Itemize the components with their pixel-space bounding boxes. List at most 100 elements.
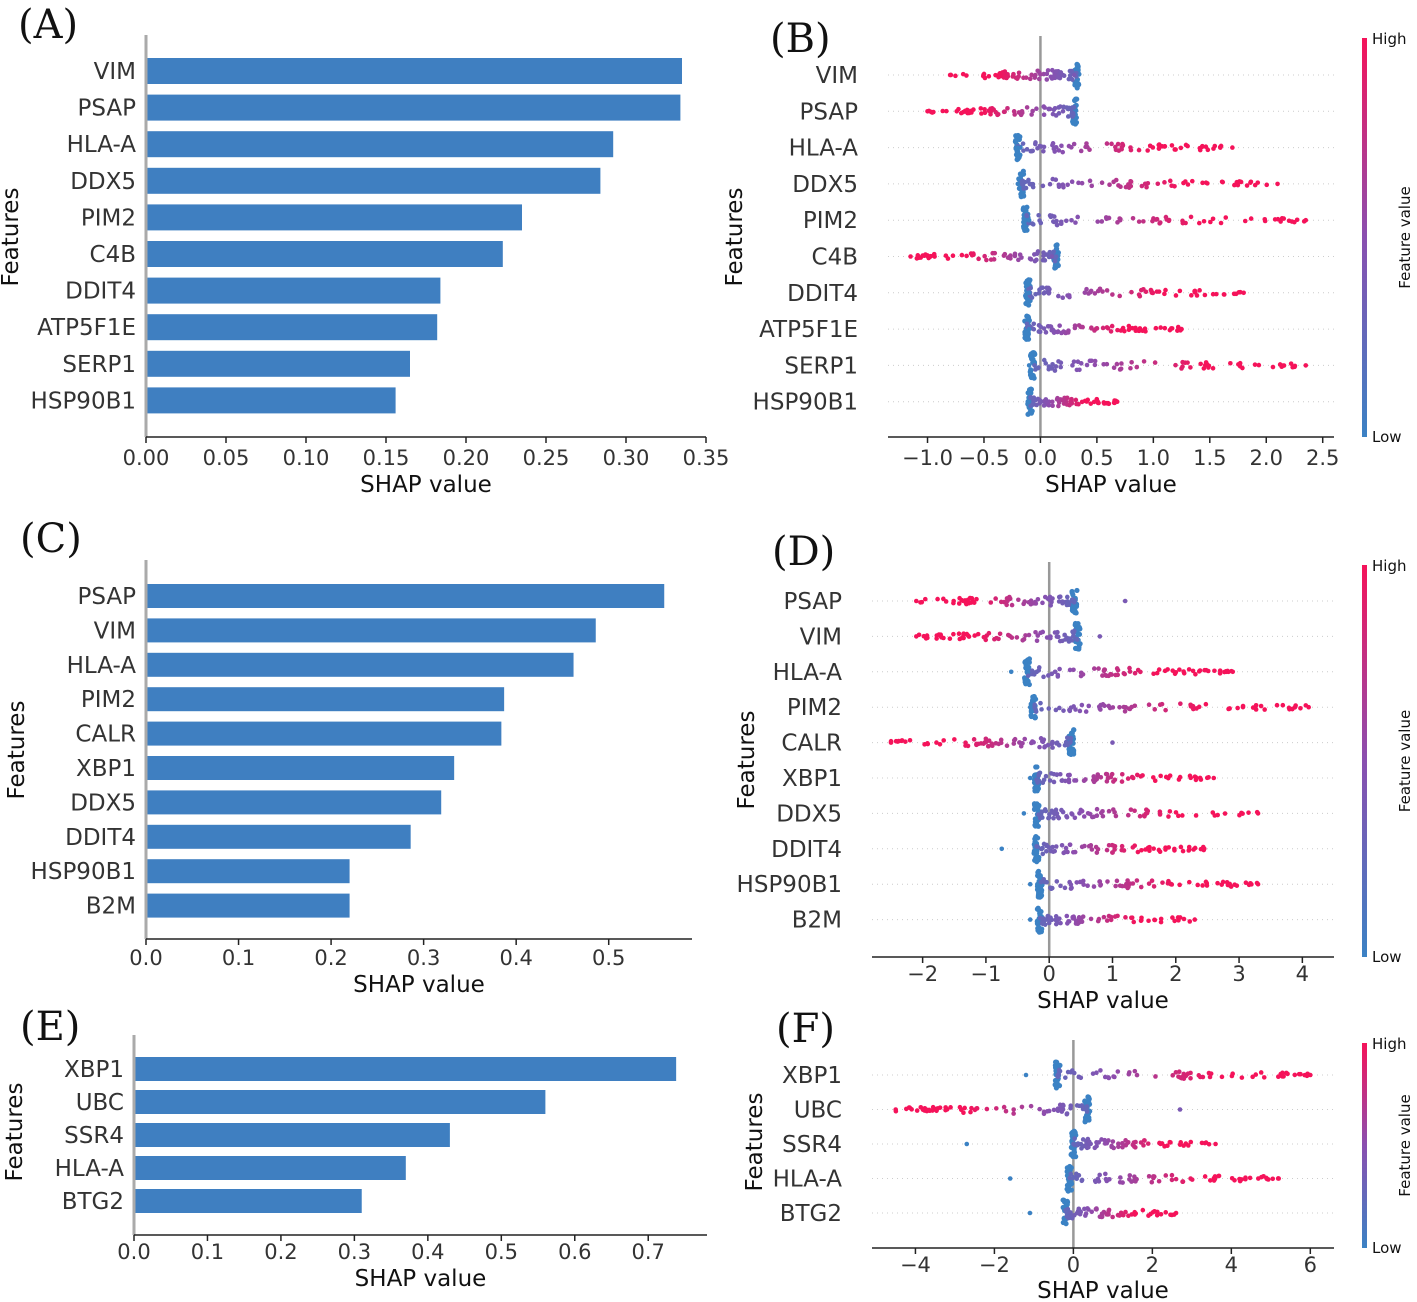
- point-xbp1: [1192, 774, 1198, 779]
- point-xbp1: [1125, 776, 1131, 781]
- point-atp5f1e: [1120, 325, 1126, 331]
- point-c4b: [1032, 258, 1038, 264]
- bar-vim: [146, 58, 682, 84]
- point-psap: [969, 596, 975, 601]
- point-ddx5: [1036, 812, 1041, 817]
- point-hsp90b1: [1177, 882, 1182, 888]
- y-axis-title: Features: [4, 701, 30, 800]
- point-btg2: [1094, 1206, 1099, 1211]
- point-psap: [1034, 106, 1039, 112]
- point-calr: [888, 740, 894, 745]
- feature-label: DDIT4: [65, 279, 136, 305]
- point-btg2: [1060, 1197, 1066, 1203]
- point-ssr4: [1086, 1139, 1092, 1145]
- point-pim2: [1303, 217, 1309, 223]
- point-hla-a: [1134, 1176, 1139, 1182]
- point-ddit4: [1143, 289, 1149, 295]
- point-b2m: [1170, 915, 1175, 920]
- point-pim2: [1038, 700, 1043, 706]
- point-hla-a: [1113, 144, 1118, 150]
- point-c4b: [976, 256, 981, 262]
- point-xbp1: [1108, 774, 1114, 780]
- point-ddit4: [1214, 291, 1219, 297]
- feature-label: DDIT4: [771, 837, 842, 863]
- point-ubc: [914, 1108, 920, 1113]
- x-axis-title: SHAP value: [1037, 988, 1169, 1014]
- point-c4b: [908, 254, 913, 259]
- point-pim2: [1242, 218, 1248, 224]
- point-ddit4: [1029, 295, 1035, 300]
- point-c4b: [1017, 252, 1023, 257]
- point-hla-a: [1102, 667, 1108, 672]
- point-pim2: [1032, 715, 1038, 721]
- y-axis-title: Features: [734, 711, 760, 810]
- point-ubc: [1011, 1111, 1016, 1116]
- point-ddx5: [1238, 179, 1244, 185]
- point-ssr4: [1071, 1149, 1078, 1155]
- point-ddx5: [1069, 811, 1074, 816]
- point-serp1: [1173, 362, 1178, 368]
- point-psap: [1064, 594, 1070, 600]
- point-calr: [974, 741, 979, 747]
- point-hla-a: [1036, 665, 1042, 670]
- point-ssr4: [1072, 1129, 1078, 1135]
- point-hla-a: [1163, 1173, 1169, 1178]
- feature-label: DDX5: [792, 172, 858, 198]
- point-vim: [956, 631, 962, 636]
- point-hsp90b1: [1056, 403, 1061, 409]
- point-hla-a: [1207, 1178, 1213, 1183]
- point-serp1: [1303, 363, 1309, 368]
- point-hla-a: [1066, 1185, 1072, 1191]
- point-vim: [1035, 633, 1041, 638]
- point-ddx5: [1039, 809, 1045, 815]
- point-hsp90b1: [1074, 880, 1080, 885]
- point-vim: [1069, 76, 1075, 82]
- point-psap: [1060, 109, 1066, 114]
- point-pim2: [1036, 212, 1041, 218]
- point-b2m: [1037, 915, 1043, 921]
- point-xbp1: [1112, 1074, 1117, 1080]
- point-ubc: [968, 1109, 973, 1115]
- point-ddit4: [1201, 846, 1207, 852]
- bar-ddit4: [146, 277, 441, 304]
- point-vim: [1036, 76, 1042, 82]
- point-hsp90b1: [1027, 409, 1033, 415]
- point-pim2: [1306, 704, 1311, 710]
- point-b2m: [1064, 913, 1070, 919]
- point-serp1: [1089, 358, 1094, 364]
- point-ddx5: [1189, 178, 1195, 184]
- point-psap: [968, 600, 974, 605]
- point-hla-a: [1025, 673, 1031, 679]
- point-vim: [994, 635, 999, 641]
- point-hsp90b1: [1169, 882, 1175, 887]
- point-hla-a: [1024, 147, 1030, 152]
- point-ddit4: [1119, 843, 1125, 849]
- point-atp5f1e: [1041, 326, 1047, 331]
- point-hla-a: [1230, 669, 1236, 675]
- point-c4b: [1049, 254, 1055, 259]
- point-ubc: [1051, 1107, 1057, 1113]
- point-calr: [1050, 739, 1055, 745]
- feature-label: DDIT4: [65, 825, 136, 851]
- point-ddit4: [1162, 291, 1167, 297]
- point-xbp1: [1163, 774, 1169, 780]
- point-ddx5: [1185, 182, 1191, 187]
- point-ddx5: [1107, 182, 1112, 187]
- point-psap: [1011, 109, 1017, 114]
- point-hla-a: [1169, 1172, 1175, 1178]
- feature-label: DDIT4: [787, 281, 858, 307]
- point-xbp1: [1173, 1070, 1179, 1075]
- x-tick-label: 0.5: [485, 1240, 518, 1264]
- point-atp5f1e: [1026, 326, 1032, 332]
- point-vim: [1076, 631, 1083, 637]
- point-ddit4: [1178, 844, 1184, 850]
- feature-label: VIM: [816, 63, 858, 89]
- point-c4b: [1052, 254, 1058, 260]
- point-hla-a: [1103, 1176, 1109, 1182]
- point-ssr4: [1073, 1154, 1079, 1160]
- point-hsp90b1: [1054, 879, 1060, 884]
- point-serp1: [1188, 365, 1193, 370]
- point-ddx5: [1167, 178, 1173, 184]
- point-hsp90b1: [1091, 399, 1097, 405]
- point-ddx5: [1015, 181, 1021, 187]
